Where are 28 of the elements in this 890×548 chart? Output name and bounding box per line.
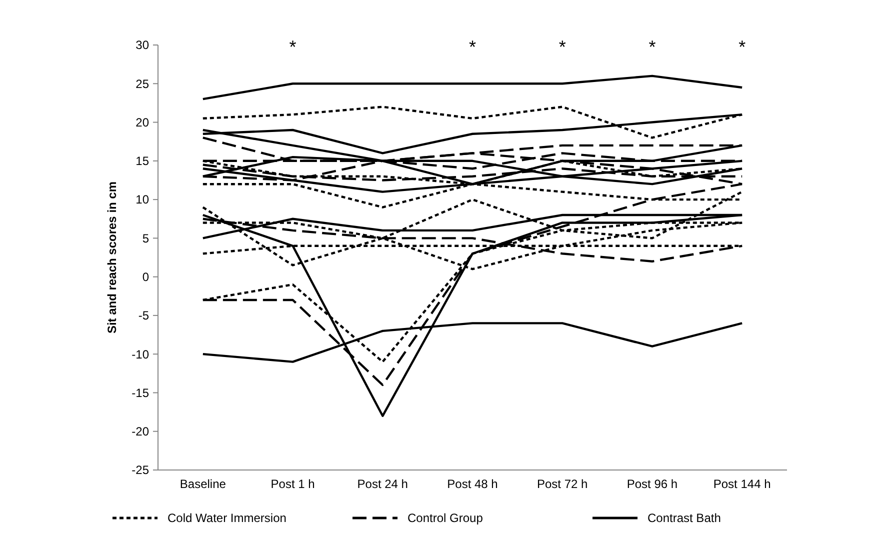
y-tick-label: 0 [142,270,150,284]
y-tick-label: -5 [138,308,150,323]
y-axis-title: Sit and reach scores in cm [105,181,119,334]
x-tick-label: Post 24 h [357,477,408,491]
y-tick-label: 10 [136,192,150,207]
y-tick-label: -20 [132,424,150,439]
y-tick-label: -10 [132,347,150,362]
x-tick-label: Post 96 h [626,477,678,491]
annotation: * [648,37,656,57]
x-tick-label: Post 72 h [537,477,588,491]
x-tick-label: Post 1 h [270,477,315,491]
legend-label: Contrast Bath [648,511,721,526]
y-tick-label: 20 [136,115,150,130]
annotation: * [738,37,746,57]
x-tick-label: Baseline [180,477,226,491]
x-tick-label: Post 144 h [713,477,771,491]
y-tick-label: 25 [136,76,150,91]
y-tick-label: 15 [136,154,150,168]
legend-label: Control Group [408,511,484,526]
annotation: * [468,37,476,57]
y-tick-label: 30 [136,38,150,52]
legend-label: Cold Water Immersion [168,511,286,526]
y-tick-label: -15 [132,386,150,400]
annotation: * [289,37,296,57]
annotation: * [558,37,566,57]
y-tick-label: -25 [132,463,150,478]
y-tick-label: 5 [142,231,150,246]
x-tick-label: Post 48 h [447,477,498,491]
